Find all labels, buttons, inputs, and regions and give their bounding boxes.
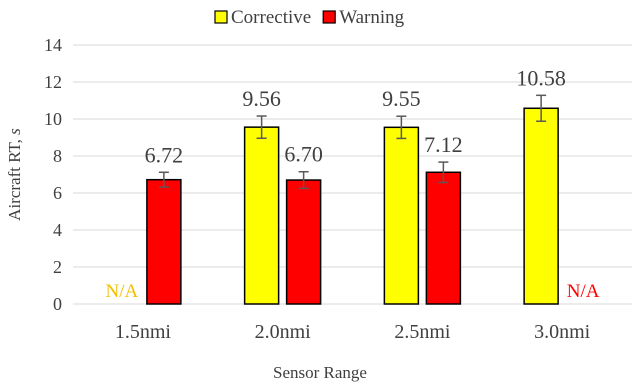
x-tick-label: 1.5nmi (115, 321, 172, 343)
y-axis-title-unit: s (5, 128, 24, 135)
bar-corrective-2.0nmi (243, 126, 280, 305)
bar-warning-1.5nmi (146, 178, 182, 305)
legend-swatch-warning (322, 10, 336, 24)
y-tick-label: 10 (44, 109, 62, 129)
x-tick-label: 2.5nmi (394, 321, 451, 343)
y-axis-title: Aircraft RT, s (5, 128, 24, 221)
bar-warning-2.5nmi (425, 171, 462, 305)
data-label: 9.55 (382, 86, 421, 111)
na-label: N/A (106, 281, 139, 302)
x-tick-label: 3.0nmi (534, 321, 591, 343)
y-tick-label: 2 (53, 257, 62, 277)
bar-corrective-3.0nmi (523, 107, 559, 305)
y-tick-label: 8 (53, 146, 62, 166)
y-tick-label: 6 (53, 183, 62, 203)
data-label: 10.58 (516, 65, 566, 90)
data-label: 6.72 (145, 142, 184, 167)
x-axis-title: Sensor Range (273, 363, 367, 382)
x-tick-label: 2.0nmi (255, 321, 312, 343)
y-tick-label: 12 (44, 72, 62, 92)
bar-corrective-2.5nmi (383, 126, 420, 305)
legend-label-corrective: Corrective (231, 7, 311, 28)
y-tick-label: 4 (53, 220, 62, 240)
bar-warning-2.0nmi (285, 179, 322, 305)
legend-label-warning: Warning (339, 7, 404, 28)
data-label: 6.70 (284, 142, 323, 167)
y-axis-title-main: Aircraft RT, (5, 135, 24, 221)
y-tick-label: 0 (53, 294, 62, 314)
na-label: N/A (567, 281, 600, 302)
data-label: 9.56 (242, 86, 281, 111)
legend-swatch-corrective (214, 10, 228, 24)
data-label: 7.12 (424, 132, 463, 157)
y-tick-label: 14 (44, 35, 62, 55)
